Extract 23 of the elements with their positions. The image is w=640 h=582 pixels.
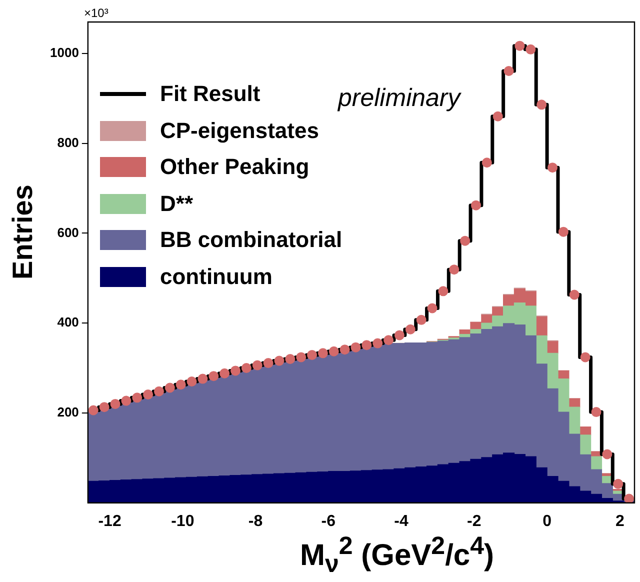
y-tick-label: 400 — [57, 314, 79, 330]
x-tick-label: 2 — [615, 512, 624, 530]
y-tick-label: 600 — [57, 224, 79, 240]
legend-label: Fit Result — [160, 81, 260, 108]
x-tick-label: -12 — [98, 512, 122, 530]
y-axis-title: Entries — [7, 184, 39, 282]
legend-label: continuum — [160, 264, 272, 290]
legend-label: CP-eigenstates — [160, 118, 319, 144]
text: ×10³ — [84, 6, 108, 20]
x-tick-label: -2 — [467, 512, 482, 530]
legend-label: D** — [160, 190, 194, 217]
x-tick-label: -6 — [321, 512, 336, 530]
legend-label: Other Peaking — [160, 154, 310, 180]
y-tick-label: 800 — [57, 134, 79, 150]
x-tick-label: 0 — [542, 512, 552, 530]
annotation: preliminary — [338, 84, 460, 113]
legend-label: BB combinatorial — [160, 227, 342, 254]
x-axis-title: M$_{ν}$$^{2}$ (GeV$^{2}$/c$^{4}$) — [300, 532, 494, 579]
x-tick-label: -10 — [171, 512, 194, 530]
x-tick-label: -8 — [248, 512, 263, 530]
y-tick-label: 200 — [57, 404, 79, 420]
x-tick-label: -4 — [394, 512, 409, 530]
y-tick-label: 1000 — [50, 45, 79, 60]
